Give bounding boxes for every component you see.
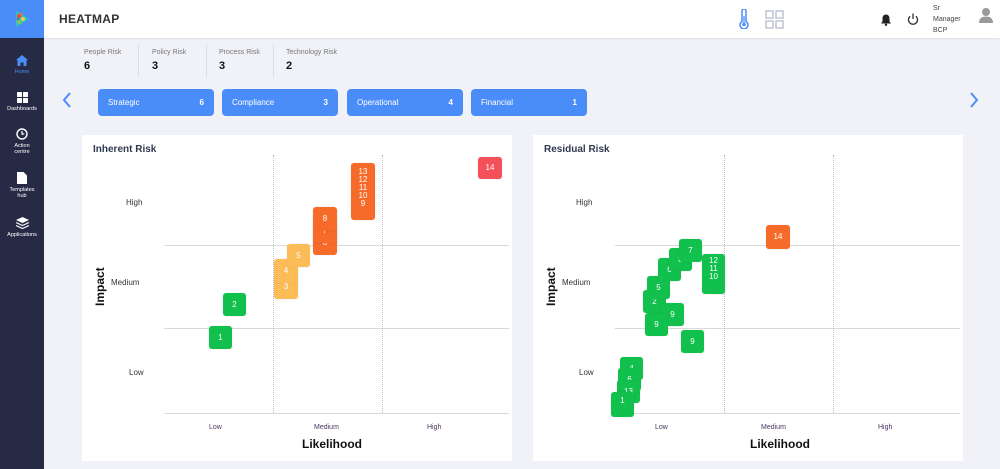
sidebar-item-applications[interactable]: Applications [0, 217, 44, 238]
x-axis-label: Likelihood [750, 437, 810, 451]
kpi-people-risk: People Risk 6 [84, 49, 122, 72]
y-axis-label: Impact [544, 267, 558, 306]
card-title: Inherent Risk [93, 144, 157, 155]
y-tick-low: Low [129, 368, 144, 377]
sidebar-item-label: Applications [7, 232, 37, 238]
grid-line [273, 155, 274, 413]
grid-line [164, 328, 509, 329]
risk-marker-stack[interactable]: 13 12 11 10 9 [351, 163, 375, 220]
chevron-left-icon [62, 92, 71, 108]
chevron-right-icon [970, 92, 979, 108]
card-title: Residual Risk [544, 144, 610, 155]
sidebar-item-label: Templates hub [9, 187, 35, 199]
x-tick-high: High [427, 424, 442, 431]
sidebar-item-label: Action centre [14, 143, 30, 155]
category-chip-operational[interactable]: Operational 4 [347, 89, 463, 116]
power-icon [907, 13, 918, 25]
kpi-divider [138, 45, 139, 77]
x-tick-low: Low [655, 424, 668, 431]
risk-marker[interactable]: 9 [645, 313, 668, 336]
y-tick-low: Low [579, 368, 594, 377]
clock-icon [16, 128, 28, 140]
grid-line [833, 155, 834, 413]
category-chip-strategic[interactable]: Strategic 6 [98, 89, 214, 116]
sidebar-item-home[interactable]: Home [0, 55, 44, 75]
grid-icon [16, 92, 28, 103]
risk-marker[interactable]: 5 [647, 276, 670, 299]
sidebar-item-dashboards[interactable]: Dashboards [0, 92, 44, 112]
risk-marker[interactable]: 1 [209, 326, 232, 349]
x-tick-medium: Medium [761, 424, 786, 431]
logo-icon [16, 11, 29, 27]
category-chip-financial[interactable]: Financial 1 [471, 89, 587, 116]
heatmap-plot-area [164, 155, 509, 413]
risk-marker[interactable]: 5 [287, 244, 310, 267]
sidebar: Home Dashboards Action centre Templates … [0, 0, 44, 469]
user-avatar-icon [979, 8, 993, 23]
sidebar-item-label: Home [14, 69, 30, 75]
heatmap-view-button[interactable] [737, 9, 751, 29]
sidebar-item-templates-hub[interactable]: Templates hub [0, 172, 44, 199]
bell-icon [881, 14, 891, 26]
risk-marker[interactable]: 7 [679, 239, 702, 262]
grid-view-button[interactable] [764, 9, 784, 29]
risk-marker[interactable]: 1 [611, 392, 634, 417]
layers-icon [15, 217, 29, 229]
x-axis-label: Likelihood [302, 437, 362, 451]
risk-marker[interactable]: 2 [223, 293, 246, 316]
home-icon [16, 55, 28, 66]
risk-marker[interactable]: 14 [478, 157, 502, 179]
app-logo[interactable] [0, 0, 44, 38]
x-axis [164, 413, 509, 414]
y-tick-medium: Medium [562, 278, 591, 287]
grid-line [615, 328, 960, 329]
risk-marker-stack[interactable]: 12 11 10 [702, 254, 725, 294]
residual-risk-card: Residual Risk High Medium Low Impact Low… [533, 135, 963, 461]
y-tick-high: High [576, 198, 593, 207]
x-tick-low: Low [209, 424, 222, 431]
kpi-process-risk: Process Risk 3 [219, 49, 260, 72]
x-axis [615, 413, 960, 414]
x-tick-medium: Medium [314, 424, 339, 431]
carousel-next-button[interactable] [969, 92, 979, 113]
x-tick-high: High [878, 424, 893, 431]
thermometer-icon [739, 9, 749, 29]
page-title: HEATMAP [59, 12, 120, 26]
risk-marker[interactable]: 8 [313, 207, 337, 231]
kpi-divider [273, 45, 274, 77]
sidebar-item-action-centre[interactable]: Action centre [0, 128, 44, 155]
top-header: HEATMAP Sr Manager BCP [44, 0, 1000, 38]
inherent-risk-card: Inherent Risk High Medium Low Impact Low… [82, 135, 512, 461]
carousel-prev-button[interactable] [62, 92, 72, 113]
kpi-technology-risk: Technology Risk 2 [286, 49, 337, 72]
y-tick-medium: Medium [111, 278, 140, 287]
category-chip-compliance[interactable]: Compliance 3 [222, 89, 338, 116]
y-tick-high: High [126, 198, 143, 207]
risk-marker[interactable]: 9 [681, 330, 704, 353]
notifications-button[interactable] [880, 13, 892, 26]
risk-marker[interactable]: 14 [766, 225, 790, 249]
grid-view-icon [764, 9, 784, 29]
user-role: Sr Manager BCP [933, 5, 961, 34]
kpi-divider [206, 45, 207, 77]
user-avatar-button[interactable] [978, 6, 994, 24]
document-icon [17, 172, 27, 184]
sidebar-item-label: Dashboards [7, 106, 37, 112]
y-axis-label: Impact [93, 267, 107, 306]
power-button[interactable] [906, 12, 919, 26]
grid-line [382, 155, 383, 413]
kpi-policy-risk: Policy Risk 3 [152, 49, 187, 72]
